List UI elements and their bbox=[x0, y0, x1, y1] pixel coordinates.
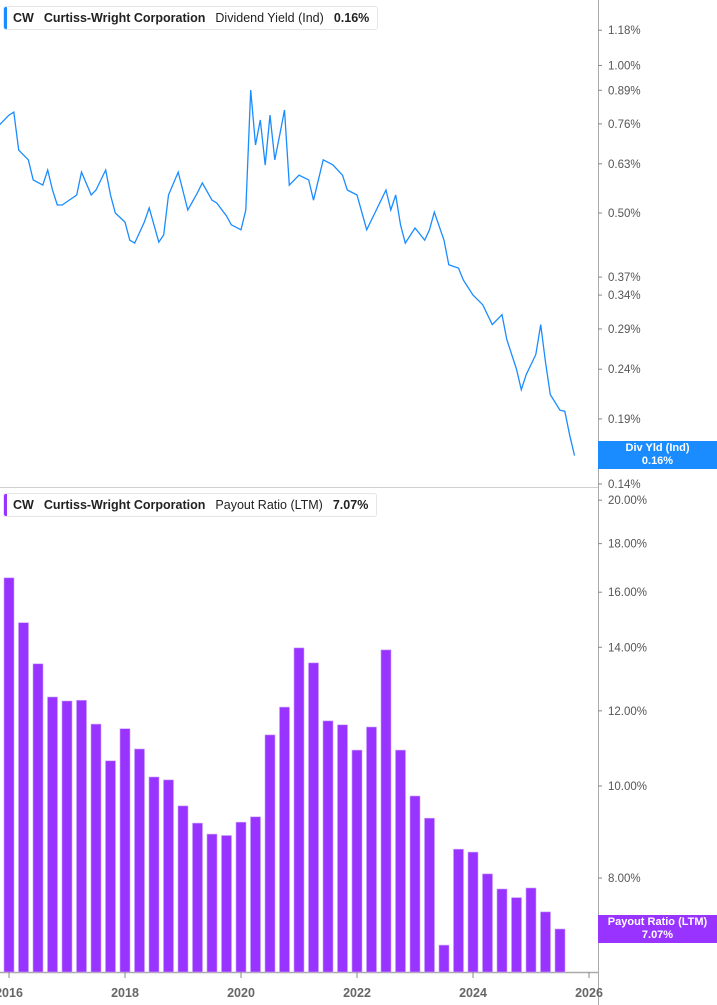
payout-bar bbox=[453, 848, 464, 973]
x-tick-label: 2018 bbox=[111, 986, 139, 1000]
legend-metric: Dividend Yield (Ind) bbox=[215, 11, 324, 25]
top-y-axis: 1.18% 1.00% 0.89% 0.76% 0.63% 0.50% 0.37% 0.34%… bbox=[598, 25, 641, 491]
bottom-y-tick-label: 12.00% bbox=[608, 706, 647, 718]
payout-bar bbox=[540, 911, 551, 973]
top-y-tick-label: 0.50% bbox=[608, 208, 641, 220]
payout-bar bbox=[264, 734, 276, 973]
payout-bar bbox=[47, 696, 58, 973]
payout-bar bbox=[293, 647, 305, 973]
bottom-y-tick-label: 20.00% bbox=[608, 495, 647, 507]
payout-bar bbox=[380, 649, 392, 973]
payout-bar bbox=[18, 622, 29, 973]
x-tick-label: 2024 bbox=[459, 986, 487, 1000]
legend-company: Curtiss-Wright Corporation bbox=[43, 498, 206, 512]
bottom-y-tick-label: 16.00% bbox=[608, 587, 647, 599]
payout-bar bbox=[496, 888, 508, 973]
x-tick-label: 2022 bbox=[343, 986, 371, 1000]
payout-bar bbox=[235, 821, 247, 973]
x-axis: 2016 2018 2020 2022 2024 2026 bbox=[0, 972, 603, 1000]
payout-bars bbox=[3, 577, 566, 973]
payout-bar bbox=[351, 749, 363, 973]
legend-color-swatch bbox=[4, 7, 7, 29]
payout-bar bbox=[366, 726, 377, 973]
top-y-tick-label: 1.00% bbox=[608, 60, 641, 72]
legend-value: 7.07% bbox=[332, 498, 369, 512]
payout-bar bbox=[76, 699, 87, 973]
legend-color-swatch bbox=[4, 494, 7, 516]
top-y-tick-label: 0.29% bbox=[608, 324, 641, 336]
payout-bar bbox=[119, 728, 131, 973]
payout-bar bbox=[134, 748, 145, 973]
payout-bar bbox=[177, 805, 189, 973]
tag-value: 0.16% bbox=[641, 455, 674, 467]
payout-bar bbox=[308, 662, 319, 973]
top-y-tick-label: 0.24% bbox=[608, 364, 641, 376]
tag-label: Payout Ratio (LTM) bbox=[607, 916, 708, 928]
dividend-yield-price-tag: Div Yld (Ind) 0.16% bbox=[598, 441, 717, 469]
bottom-y-tick-label: 10.00% bbox=[608, 781, 647, 793]
x-tick-label: 2026 bbox=[575, 986, 603, 1000]
top-y-tick-label: 0.37% bbox=[608, 272, 641, 284]
payout-bar bbox=[192, 822, 203, 973]
payout-bar bbox=[32, 663, 44, 973]
top-y-tick-label: 0.63% bbox=[608, 159, 641, 171]
legend-ticker: CW bbox=[13, 11, 34, 25]
payout-bar bbox=[279, 706, 290, 973]
bottom-y-tick-label: 8.00% bbox=[608, 873, 641, 885]
payout-bar bbox=[221, 835, 232, 973]
tag-value: 7.07% bbox=[641, 929, 674, 941]
payout-bar bbox=[337, 724, 348, 973]
payout-bar bbox=[322, 720, 334, 973]
bottom-legend: CW Curtiss-Wright Corporation Payout Rat… bbox=[3, 493, 378, 517]
payout-bar bbox=[482, 873, 493, 973]
tag-label: Div Yld (Ind) bbox=[625, 442, 690, 454]
payout-bar bbox=[61, 700, 73, 973]
payout-bar bbox=[105, 760, 116, 973]
payout-bar bbox=[409, 795, 421, 973]
payout-bar bbox=[525, 887, 537, 973]
payout-bar bbox=[90, 723, 102, 973]
top-y-tick-label: 0.19% bbox=[608, 414, 641, 426]
payout-bar bbox=[438, 944, 450, 973]
payout-bar bbox=[3, 577, 15, 973]
payout-bar bbox=[163, 779, 174, 973]
payout-bar bbox=[250, 816, 261, 973]
payout-bar bbox=[424, 817, 435, 973]
top-y-tick-label: 0.34% bbox=[608, 290, 641, 302]
legend-ticker: CW bbox=[13, 498, 34, 512]
legend-metric: Payout Ratio (LTM) bbox=[215, 498, 323, 512]
bottom-y-axis: 20.00% 18.00% 16.00% 14.00% 12.00% 10.00% 8.00… bbox=[598, 495, 647, 885]
legend-company: Curtiss-Wright Corporation bbox=[43, 11, 206, 25]
x-tick-label: 2020 bbox=[227, 986, 255, 1000]
top-y-tick-label: 1.18% bbox=[608, 25, 641, 37]
payout-bar bbox=[511, 897, 522, 973]
top-y-tick-label: 0.14% bbox=[608, 479, 641, 491]
payout-bar bbox=[395, 749, 406, 973]
payout-bar bbox=[467, 851, 479, 973]
top-legend: CW Curtiss-Wright Corporation Dividend Y… bbox=[3, 6, 379, 30]
payout-ratio-price-tag: Payout Ratio (LTM) 7.07% bbox=[598, 915, 717, 943]
payout-bar bbox=[206, 833, 218, 973]
bottom-y-tick-label: 14.00% bbox=[608, 642, 647, 654]
payout-bar bbox=[554, 928, 566, 973]
top-y-tick-label: 0.89% bbox=[608, 85, 641, 97]
bottom-y-tick-label: 18.00% bbox=[608, 539, 647, 551]
payout-bar bbox=[148, 776, 160, 973]
dividend-yield-line bbox=[0, 89, 576, 456]
x-tick-label: 2016 bbox=[0, 986, 23, 1000]
top-y-tick-label: 0.76% bbox=[608, 119, 641, 131]
legend-value: 0.16% bbox=[333, 11, 370, 25]
